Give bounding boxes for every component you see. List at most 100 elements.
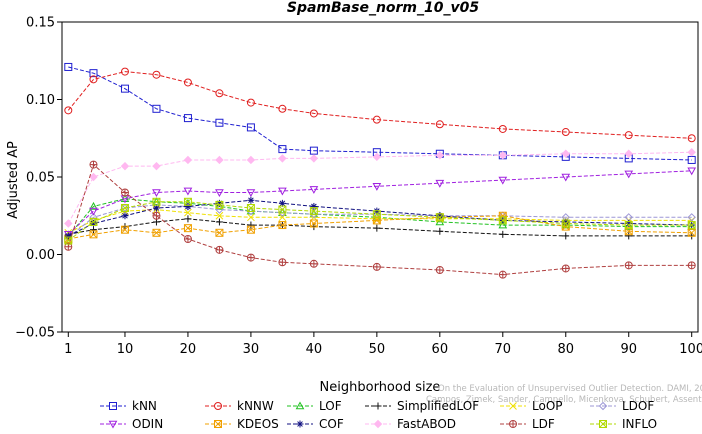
watermark: On the Evaluation of Unsupervised Outlie…: [426, 384, 702, 405]
y-tick-label: −0.05: [15, 326, 55, 341]
legend-label: LOF: [319, 399, 342, 413]
data-point: [89, 75, 98, 84]
x-tick-label: 1: [64, 342, 72, 357]
legend-item-lof: LOF: [287, 399, 342, 413]
data-point: [246, 123, 255, 132]
data-point: [215, 211, 224, 220]
data-point: [498, 270, 507, 279]
x-tick-label: 30: [243, 342, 260, 357]
data-point: [309, 186, 319, 194]
data-point: [246, 253, 255, 262]
legend-marker: [214, 402, 222, 410]
data-point: [121, 212, 129, 220]
data-point: [246, 98, 255, 107]
data-point: [372, 152, 382, 162]
x-tick-label: 70: [495, 342, 512, 357]
data-point: [278, 205, 287, 214]
legend-label: LoOP: [532, 399, 563, 413]
data-point: [152, 104, 161, 113]
series-knn: [64, 62, 696, 164]
data-point: [184, 208, 192, 217]
x-axis-label: Neighborhood size: [320, 380, 441, 395]
data-point: [687, 134, 696, 143]
data-point: [625, 232, 633, 240]
data-point: [687, 261, 696, 270]
data-point: [120, 67, 129, 76]
x-tick-label: 20: [180, 342, 197, 357]
data-point: [624, 131, 633, 140]
data-point: [435, 266, 444, 274]
x-tick-label: 40: [306, 342, 323, 357]
data-point: [624, 221, 633, 230]
series-line: [67, 71, 692, 139]
legend-item-kdeos: KDEOS: [205, 417, 279, 431]
data-point: [435, 120, 444, 129]
data-point: [687, 213, 696, 222]
y-tick-label: 0.05: [26, 171, 55, 186]
data-point: [89, 207, 98, 216]
data-point: [183, 197, 192, 206]
data-point: [247, 213, 255, 222]
data-point: [278, 221, 287, 230]
data-point: [278, 213, 287, 222]
y-tick-label: 0.10: [26, 93, 55, 108]
x-tick-label: 100: [679, 342, 702, 357]
x-tick-label: 50: [369, 342, 386, 357]
svg-text:Campos, Zimek, Sander, Campell: Campos, Zimek, Sander, Campello, Micenko…: [426, 395, 702, 405]
data-point: [498, 151, 507, 160]
legend-label: LDOF: [622, 399, 654, 413]
legend-item-ldf: LDF: [500, 417, 555, 431]
data-point: [183, 155, 193, 165]
data-point: [89, 230, 98, 239]
data-point: [89, 160, 98, 169]
data-point: [561, 264, 570, 273]
data-point: [435, 179, 445, 188]
data-point: [246, 155, 256, 165]
series-line: [67, 151, 692, 224]
data-point: [64, 219, 73, 228]
series-fastabod: [64, 147, 696, 228]
data-point: [624, 261, 633, 270]
legend-item-odin: ODIN: [100, 417, 163, 431]
data-point: [152, 189, 161, 198]
data-point: [687, 221, 696, 230]
data-point: [278, 104, 287, 113]
chart-title: SpamBase_norm_10_v05: [287, 0, 480, 16]
data-point: [152, 70, 161, 79]
data-point: [89, 69, 98, 78]
legend-marker: [509, 402, 517, 410]
data-point: [246, 204, 255, 212]
data-point: [183, 114, 192, 123]
legend-item-knnw: kNNW: [205, 399, 274, 413]
data-point: [64, 236, 73, 245]
legend-label: ODIN: [132, 417, 163, 431]
data-point: [498, 124, 507, 133]
data-point: [215, 118, 224, 127]
data-point: [215, 200, 224, 209]
data-point: [561, 128, 570, 137]
x-tick-label: 10: [117, 342, 134, 357]
data-point: [215, 218, 223, 226]
legend-label: COF: [319, 417, 344, 431]
data-point: [373, 224, 381, 232]
data-point: [120, 161, 130, 171]
data-point: [498, 216, 507, 225]
data-point: [687, 147, 696, 157]
legend-marker: [214, 420, 222, 428]
data-point: [89, 217, 98, 226]
data-point: [89, 172, 98, 182]
y-tick-label: 0.15: [26, 16, 55, 31]
data-point: [246, 225, 255, 234]
data-point: [561, 149, 570, 158]
data-point: [120, 204, 129, 212]
data-point: [309, 146, 318, 155]
data-point: [372, 210, 381, 219]
data-point: [215, 155, 224, 165]
legend-marker: [598, 401, 608, 411]
data-point: [183, 224, 192, 233]
data-point: [215, 89, 224, 98]
legend-label: SimplifiedLOF: [397, 399, 479, 413]
data-point: [624, 170, 634, 179]
data-point: [278, 145, 287, 154]
